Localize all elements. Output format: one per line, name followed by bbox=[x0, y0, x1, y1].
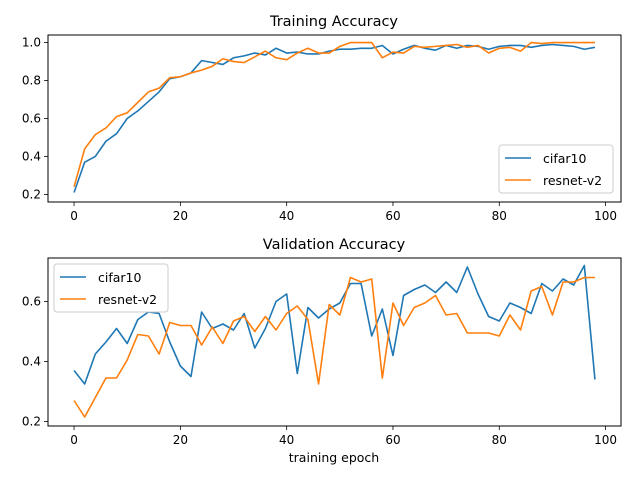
training-accuracy-y-tick-label: 0.8 bbox=[22, 74, 41, 88]
training-accuracy-y-tick-label: 0.2 bbox=[22, 187, 41, 201]
training-legend-label-resnet-v2: resnet-v2 bbox=[543, 173, 602, 188]
validation-accuracy-x-tick-label: 100 bbox=[594, 433, 617, 447]
validation-legend-label-resnet-v2: resnet-v2 bbox=[98, 292, 157, 307]
validation-accuracy-x-tick-label: 20 bbox=[173, 433, 188, 447]
validation-accuracy-frame bbox=[47, 257, 622, 427]
training-accuracy-x-tick-label: 60 bbox=[385, 209, 400, 223]
validation-accuracy-ticks: 0 20 40 60 80 100 0.2 0.4 0.6 bbox=[22, 295, 617, 448]
training-accuracy-ticks: 0 20 40 60 80 100 0.2 0.4 0.6 0.8 1.0 bbox=[22, 36, 617, 223]
training-accuracy-title: Training Accuracy bbox=[269, 14, 398, 30]
training-accuracy-y-tick-label: 0.4 bbox=[22, 149, 41, 163]
training-accuracy-y-tick-label: 1.0 bbox=[22, 36, 41, 50]
validation-accuracy-series-cifar10 bbox=[73, 264, 596, 385]
validation-accuracy-x-tick-label: 0 bbox=[70, 433, 78, 447]
validation-accuracy-series-resnet-v2 bbox=[73, 276, 595, 418]
training-legend-box bbox=[498, 144, 614, 194]
training-accuracy-series-resnet-v2 bbox=[73, 41, 595, 188]
validation-legend-box bbox=[53, 263, 169, 313]
validation-x-axis-label: training epoch bbox=[289, 450, 379, 465]
training-accuracy-frame bbox=[47, 34, 622, 203]
validation-legend-label-cifar10: cifar10 bbox=[98, 270, 141, 285]
validation-accuracy-y-tick-label: 0.2 bbox=[22, 415, 41, 429]
training-accuracy-x-tick-label: 0 bbox=[70, 209, 78, 223]
training-accuracy-x-tick-label: 80 bbox=[492, 209, 507, 223]
training-accuracy-series bbox=[73, 41, 596, 193]
training-accuracy-y-tick-label: 0.6 bbox=[22, 112, 41, 126]
validation-accuracy-legend: cifar10 resnet-v2 bbox=[53, 263, 169, 313]
training-accuracy-plot: Training Accuracy 0 20 40 60 80 1000.20.40.60… bbox=[22, 14, 622, 223]
validation-accuracy-y-tick-label: 0.4 bbox=[22, 355, 41, 369]
validation-accuracy-x-tick-label: 40 bbox=[279, 433, 294, 447]
validation-accuracy-series bbox=[73, 264, 596, 418]
validation-accuracy-title: Validation Accuracy bbox=[263, 237, 406, 253]
validation-accuracy-x-tick-label: 60 bbox=[385, 433, 400, 447]
training-accuracy-legend: cifar10 resnet-v2 bbox=[498, 144, 614, 194]
training-accuracy-x-tick-label: 100 bbox=[594, 209, 617, 223]
training-accuracy-x-tick-label: 40 bbox=[279, 209, 294, 223]
training-accuracy-x-tick-label: 20 bbox=[173, 209, 188, 223]
validation-accuracy-y-tick-label: 0.6 bbox=[22, 295, 41, 309]
validation-accuracy-x-tick-label: 80 bbox=[492, 433, 507, 447]
validation-accuracy-plot: Validation Accuracy 0 20 40 60 80 100 0.2 0.4 0.… bbox=[22, 237, 622, 465]
training-legend-label-cifar10: cifar10 bbox=[543, 151, 586, 166]
